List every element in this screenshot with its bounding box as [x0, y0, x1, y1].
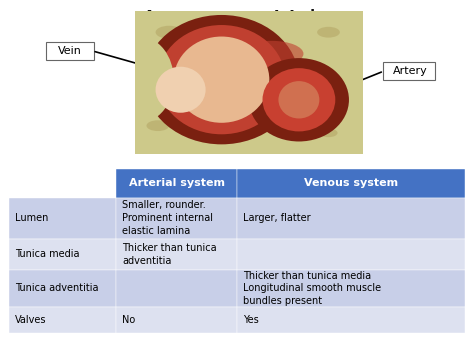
FancyBboxPatch shape	[46, 42, 94, 60]
Bar	[9, 239, 117, 270]
Bar	[237, 198, 465, 239]
Text: No: No	[122, 315, 136, 325]
Bar	[237, 270, 465, 307]
Text: Venous system: Venous system	[304, 178, 398, 188]
Ellipse shape	[144, 15, 299, 144]
Ellipse shape	[240, 41, 303, 67]
Text: Valves: Valves	[15, 315, 46, 325]
Bar	[117, 307, 237, 333]
Ellipse shape	[158, 25, 285, 134]
Text: Arterial system: Arterial system	[129, 178, 225, 188]
Bar	[117, 198, 237, 239]
Ellipse shape	[146, 120, 169, 131]
Ellipse shape	[319, 129, 337, 137]
Ellipse shape	[155, 26, 183, 39]
Text: Thicker than tunica
adventitia: Thicker than tunica adventitia	[122, 243, 217, 266]
Bar	[237, 169, 465, 198]
Bar	[9, 198, 117, 239]
Text: Smaller, rounder.
Prominent internal
elastic lamina: Smaller, rounder. Prominent internal ela…	[122, 200, 213, 236]
Text: Vein: Vein	[58, 46, 82, 56]
Ellipse shape	[249, 58, 349, 142]
Text: Tunica media: Tunica media	[15, 249, 80, 259]
Text: Larger, flatter: Larger, flatter	[243, 213, 310, 223]
Bar	[9, 169, 117, 198]
Ellipse shape	[278, 81, 319, 119]
Ellipse shape	[317, 27, 340, 38]
Bar	[117, 239, 237, 270]
Ellipse shape	[174, 37, 269, 123]
Text: Thicker than tunica media
Longitudinal smooth muscle
bundles present: Thicker than tunica media Longitudinal s…	[243, 271, 381, 306]
Ellipse shape	[106, 37, 174, 123]
Bar	[117, 270, 237, 307]
Text: Tunica adventitia: Tunica adventitia	[15, 283, 99, 294]
Text: Lumen: Lumen	[15, 213, 48, 223]
Bar	[9, 270, 117, 307]
Text: Yes: Yes	[243, 315, 258, 325]
Ellipse shape	[263, 68, 335, 131]
FancyBboxPatch shape	[383, 62, 435, 80]
Ellipse shape	[155, 67, 206, 113]
Text: Artery: Artery	[392, 66, 428, 76]
Text: Artery vs Vein: Artery vs Vein	[140, 9, 334, 37]
Bar	[237, 239, 465, 270]
Bar	[237, 307, 465, 333]
Bar	[9, 307, 117, 333]
Bar	[117, 169, 237, 198]
